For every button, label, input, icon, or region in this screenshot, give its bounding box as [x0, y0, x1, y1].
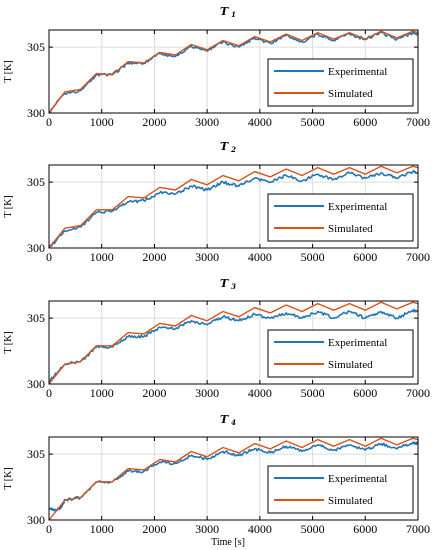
series-line-simulated [48, 301, 419, 385]
panel-title-subscript: 1 [231, 10, 236, 19]
legend-box [267, 193, 414, 242]
series-line-experimental [48, 308, 419, 383]
plot-area-box [48, 164, 419, 249]
x-tick-label: 2000 [142, 250, 166, 264]
y-axis-label: T [K] [3, 60, 14, 82]
legend-box [267, 329, 414, 378]
x-tick-label: 2000 [142, 522, 166, 536]
x-tick-label: 3000 [195, 250, 219, 264]
series-line-simulated [48, 165, 419, 249]
y-tick-label: 305 [27, 175, 45, 189]
x-tick-label: 7000 [406, 522, 430, 536]
x-tick-label: 4000 [248, 386, 272, 400]
x-tick-label: 4000 [248, 115, 272, 129]
x-tick-label: 7000 [406, 386, 430, 400]
x-tick-label: 2000 [142, 115, 166, 129]
x-tick-label: 6000 [353, 386, 377, 400]
x-tick-label: 4000 [248, 250, 272, 264]
x-tick-label: 5000 [301, 115, 325, 129]
x-tick-label: 3000 [195, 115, 219, 129]
y-tick-label: 305 [27, 311, 45, 325]
panel-title-main: T [220, 5, 229, 18]
y-axis-label: T [K] [3, 195, 14, 217]
legend-box [267, 58, 414, 107]
x-tick-label: 0 [46, 386, 52, 400]
x-tick-label: 2000 [142, 386, 166, 400]
x-tick-label: 3000 [195, 522, 219, 536]
x-tick-label: 0 [46, 522, 52, 536]
y-tick-label: 305 [27, 40, 45, 54]
x-tick-label: 5000 [301, 250, 325, 264]
x-tick-label: 7000 [406, 250, 430, 264]
y-tick-label: 300 [27, 241, 45, 255]
legend-label-experimental: Experimental [328, 473, 387, 485]
panel-title-main: T [220, 140, 229, 153]
x-tick-label: 1000 [90, 115, 114, 129]
x-tick-label: 0 [46, 115, 52, 129]
legend-box [267, 465, 414, 514]
panel-1: T 1 0 1000 2000 3000 4000 5000 6000 7000 300 305 T [… [3, 5, 430, 129]
x-tick-label: 0 [46, 250, 52, 264]
series-line-simulated [48, 437, 419, 521]
x-tick-label: 4000 [248, 522, 272, 536]
y-tick-label: 300 [27, 106, 45, 120]
plot-area-box [48, 29, 419, 114]
x-tick-label: 7000 [406, 115, 430, 129]
legend-label-experimental: Experimental [328, 201, 387, 213]
panel-title-main: T [220, 277, 229, 290]
x-tick-label: 6000 [353, 522, 377, 536]
legend-label-simulated: Simulated [328, 88, 373, 100]
y-axis-label: T [K] [3, 331, 14, 353]
legend-label-experimental: Experimental [328, 337, 387, 349]
x-tick-label: 6000 [353, 250, 377, 264]
panel-title-subscript: 3 [231, 282, 236, 291]
x-tick-label: 1000 [90, 250, 114, 264]
y-tick-label: 305 [27, 447, 45, 461]
series-line-experimental [48, 441, 419, 512]
panel-3: T 3 0 1000 2000 3000 4000 5000 6000 7000 300 305 T [… [3, 277, 430, 400]
x-tick-label: 5000 [301, 386, 325, 400]
legend-label-experimental: Experimental [328, 66, 387, 78]
panel-4: T 4 0 1000 2000 3000 4000 5000 6000 7000 300 305 T [… [3, 413, 430, 536]
legend-label-simulated: Simulated [328, 359, 373, 371]
plot-area-box [48, 436, 419, 521]
x-tick-label: 3000 [195, 386, 219, 400]
x-tick-label: 1000 [90, 522, 114, 536]
panel-title-subscript: 4 [231, 418, 236, 427]
panel-title-subscript: 2 [230, 145, 236, 154]
panel-2: T 2 0 1000 2000 3000 4000 5000 6000 7000 300 305 T [… [3, 140, 430, 264]
x-tick-label: 5000 [301, 522, 325, 536]
x-tick-label: 1000 [90, 386, 114, 400]
x-axis-label: Time [s] [211, 537, 245, 548]
y-tick-label: 300 [27, 513, 45, 527]
series-line-experimental [48, 169, 419, 249]
y-tick-label: 300 [27, 377, 45, 391]
legend-label-simulated: Simulated [328, 223, 373, 235]
legend-label-simulated: Simulated [328, 495, 373, 507]
panel-title-main: T [220, 413, 229, 426]
series-line-simulated [48, 30, 419, 114]
plot-area-box [48, 300, 419, 385]
y-axis-label: T [K] [3, 467, 14, 489]
x-tick-label: 6000 [353, 115, 377, 129]
